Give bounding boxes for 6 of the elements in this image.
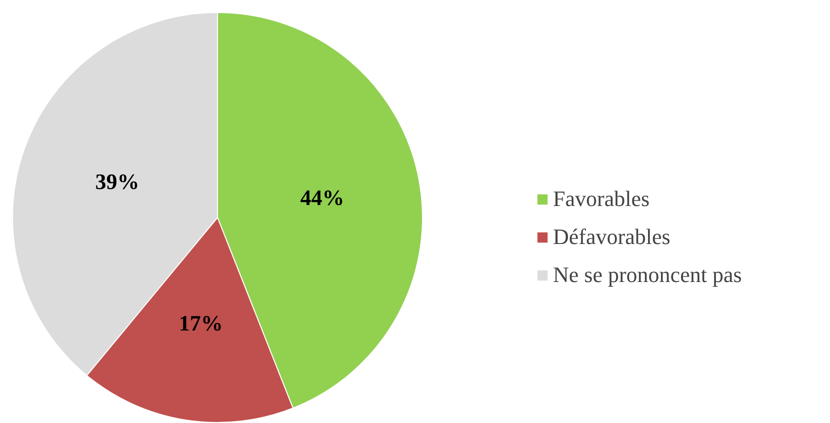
- data-label: 44%: [300, 185, 344, 210]
- legend-label: Ne se prononcent pas: [553, 262, 742, 288]
- legend-label: Défavorables: [553, 224, 670, 250]
- data-label: 17%: [178, 310, 223, 336]
- legend-label: Favorables: [553, 186, 650, 212]
- data-label: 39%: [95, 168, 140, 194]
